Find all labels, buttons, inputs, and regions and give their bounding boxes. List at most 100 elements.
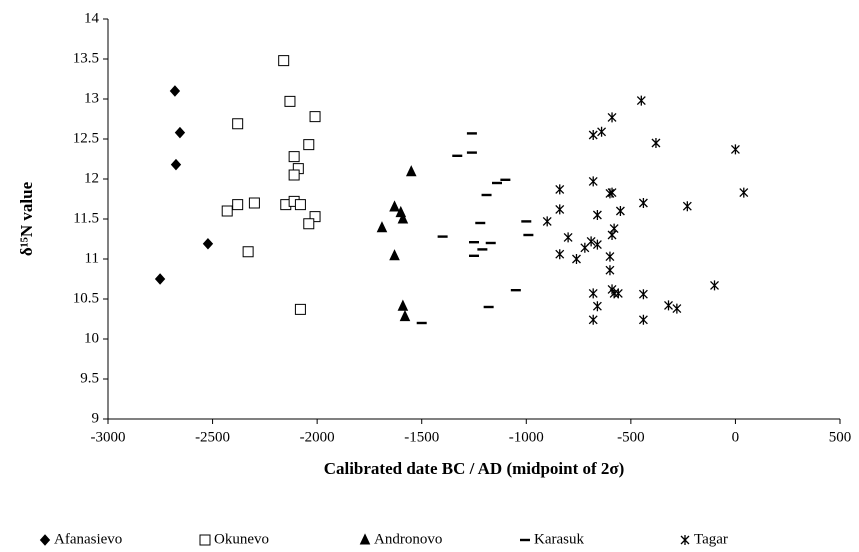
point [521,220,532,223]
point [572,254,581,264]
legend-label: Afanasievo [54,531,122,547]
point [376,221,388,233]
x-tick-label: -500 [617,429,645,445]
legend-label: Tagar [694,531,728,547]
point [309,111,321,123]
legend-marker [199,534,211,546]
point [588,130,598,140]
legend-marker [359,533,371,545]
point [469,254,479,257]
legend-marker [680,535,690,545]
point [397,212,409,224]
point [492,181,503,185]
point [242,246,254,258]
point [389,200,400,212]
y-axis-title: δ¹⁵N value [17,181,36,256]
legend-label: Karasuk [534,531,584,547]
point [592,210,602,220]
point [466,151,477,154]
point [437,235,448,238]
point [294,199,306,211]
legend-label: Okunevo [214,531,269,547]
point [510,289,521,292]
point [607,230,617,240]
point [597,126,607,137]
legend-marker [520,538,530,542]
y-tick-label: 13.5 [73,50,99,66]
point [294,303,306,315]
point [288,151,300,163]
point [485,241,496,245]
x-tick-label: -2500 [195,429,230,445]
point [278,55,290,67]
point [588,314,598,325]
point [232,118,244,130]
point [466,132,477,135]
point [542,216,552,227]
point [280,199,292,211]
point [607,112,617,123]
y-tick-label: 13 [84,90,99,106]
point [555,249,565,260]
y-tick-label: 10 [84,330,99,346]
x-axis-title: Calibrated date BC / AD (midpoint of 2σ) [324,459,625,478]
point [638,289,648,300]
point [174,126,186,139]
point [232,199,244,211]
point [682,201,692,212]
point [592,239,602,250]
point [288,169,300,181]
x-tick-label: -3000 [91,429,126,445]
point [481,193,492,197]
point [170,158,182,171]
point [615,206,625,216]
x-tick-label: 0 [732,429,740,445]
point [638,198,648,208]
point [613,288,623,299]
point [399,309,411,322]
point [389,249,400,261]
point [397,299,409,311]
point [452,154,463,157]
y-tick-label: 9.5 [80,370,99,386]
point [154,273,166,285]
point [169,85,181,97]
point [405,165,417,177]
point [592,301,602,312]
point [477,248,488,251]
x-tick-label: 500 [829,429,852,445]
y-tick-label: 9 [92,410,100,426]
point [605,251,615,262]
x-tick-label: -2000 [300,429,335,445]
x-tick-label: -1500 [404,429,439,445]
point [500,178,511,181]
point [303,139,315,151]
point [710,280,719,291]
point [483,305,494,309]
y-tick-label: 10.5 [73,290,99,306]
point [580,242,590,253]
point [638,314,648,325]
point [202,238,214,250]
point [588,288,598,299]
point [588,176,598,187]
legend-marker [39,534,51,546]
y-tick-label: 11.5 [73,210,99,226]
y-tick-label: 12 [84,170,99,186]
point [563,232,573,243]
point [284,95,296,107]
y-tick-label: 14 [84,10,100,26]
point [475,221,486,225]
point [523,233,534,237]
legend-label: Andronovo [374,531,442,547]
point [605,188,615,199]
y-tick-label: 12.5 [73,130,99,146]
x-tick-label: -1000 [509,429,544,445]
point [739,187,749,198]
point [636,95,646,106]
point [555,184,565,195]
point [672,303,682,314]
point [664,300,673,311]
